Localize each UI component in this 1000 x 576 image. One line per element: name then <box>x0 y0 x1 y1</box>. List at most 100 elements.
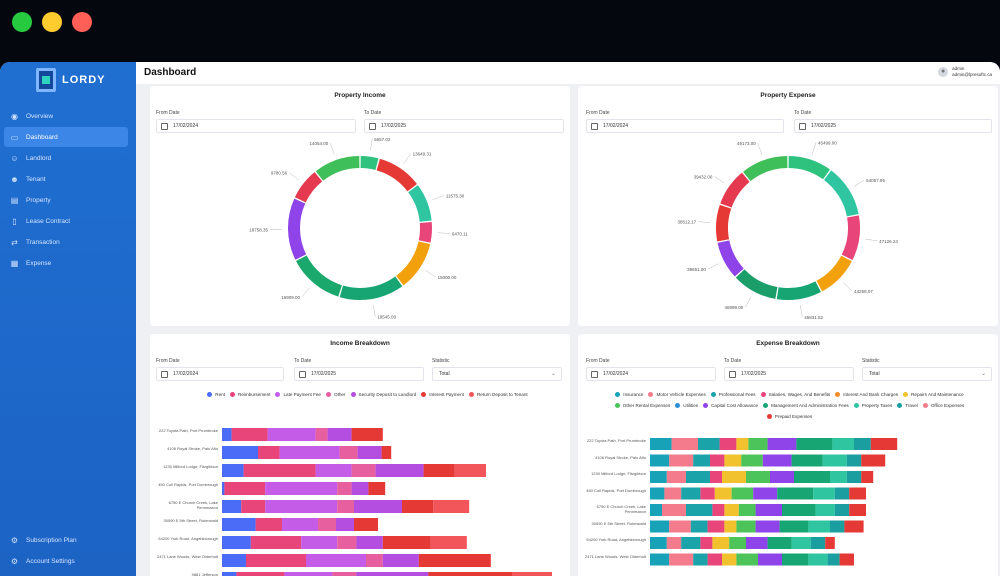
bar-segment[interactable] <box>724 504 739 516</box>
sidebar-item-lease-contract[interactable]: ▯ Lease Contract <box>4 211 128 231</box>
donut-slice[interactable] <box>776 281 821 300</box>
bar-segment[interactable] <box>791 454 823 467</box>
sidebar-item-account-settings[interactable]: ⚙ Account Settings <box>4 551 128 571</box>
income-to-date-input[interactable]: 17/02/2025 <box>364 119 564 133</box>
bar-segment[interactable] <box>381 446 392 459</box>
bar-segment[interactable] <box>650 537 667 549</box>
bar-segment[interactable] <box>351 464 376 477</box>
legend-item[interactable]: Office Expenses <box>922 403 964 408</box>
donut-slice[interactable] <box>396 241 431 286</box>
eb-from-date-input[interactable]: 17/02/2024 <box>586 367 716 381</box>
bar-segment[interactable] <box>779 520 809 533</box>
bar-segment[interactable] <box>222 500 242 513</box>
bar-segment[interactable] <box>222 572 237 576</box>
legend-item[interactable]: Late Payment Fee <box>275 392 321 397</box>
bar-segment[interactable] <box>231 428 268 441</box>
bar-segment[interactable] <box>736 520 756 533</box>
bar-segment[interactable] <box>748 438 768 450</box>
bar-segment[interactable] <box>810 537 826 549</box>
bar-segment[interactable] <box>767 438 797 450</box>
bar-segment[interactable] <box>686 471 710 483</box>
legend-item[interactable]: Interest Payment <box>421 392 464 397</box>
bar-segment[interactable] <box>512 572 552 576</box>
bar-segment[interactable] <box>428 572 513 576</box>
legend-item[interactable]: Property Taxes <box>853 403 892 408</box>
bar-segment[interactable] <box>402 500 434 513</box>
legend-item[interactable]: Motor Vehicle Expenses <box>648 392 706 397</box>
donut-slice[interactable] <box>735 269 778 299</box>
bar-segment[interactable] <box>738 504 756 516</box>
bar-segment[interactable] <box>729 537 746 549</box>
sidebar-item-dashboard[interactable]: ▭ Dashboard <box>4 127 128 147</box>
legend-item[interactable]: Interest And Bank Charges <box>835 392 898 397</box>
bar-segment[interactable] <box>650 553 670 566</box>
bar-segment[interactable] <box>236 572 285 576</box>
sidebar-item-landlord[interactable]: ☺ Landlord <box>4 148 128 168</box>
bar-segment[interactable] <box>870 438 898 450</box>
bar-segment[interactable] <box>265 482 338 495</box>
bar-segment[interactable] <box>849 487 866 500</box>
bar-segment[interactable] <box>650 454 670 467</box>
bar-segment[interactable] <box>808 553 828 566</box>
bar-segment[interactable] <box>794 471 830 483</box>
bar-segment[interactable] <box>224 482 266 495</box>
bar-segment[interactable] <box>714 487 732 500</box>
bar-segment[interactable] <box>741 454 763 467</box>
legend-item[interactable]: Insurance <box>615 392 643 397</box>
bar-segment[interactable] <box>825 537 835 549</box>
bar-segment[interactable] <box>834 487 850 500</box>
bar-segment[interactable] <box>832 438 854 450</box>
bar-segment[interactable] <box>669 454 694 467</box>
bar-segment[interactable] <box>315 464 352 477</box>
bar-segment[interactable] <box>222 554 246 567</box>
sidebar-item-overview[interactable]: ◉ Overview <box>4 106 128 126</box>
bar-segment[interactable] <box>755 520 780 533</box>
bar-segment[interactable] <box>736 438 749 450</box>
bar-segment[interactable] <box>662 504 686 516</box>
bar-segment[interactable] <box>782 553 809 566</box>
bar-segment[interactable] <box>813 487 835 500</box>
eb-to-date-input[interactable]: 17/02/2025 <box>724 367 854 381</box>
bar-segment[interactable] <box>354 500 402 513</box>
bar-segment[interactable] <box>846 454 862 467</box>
bar-segment[interactable] <box>844 520 864 533</box>
bar-segment[interactable] <box>382 554 419 567</box>
bar-segment[interactable] <box>710 471 722 483</box>
bar-segment[interactable] <box>690 520 708 533</box>
bar-segment[interactable] <box>681 487 701 500</box>
bar-segment[interactable] <box>306 554 366 567</box>
bar-segment[interactable] <box>822 454 847 467</box>
legend-item[interactable]: Rent <box>207 392 225 397</box>
donut-slice[interactable] <box>841 215 860 260</box>
legend-item[interactable]: Professional Fees <box>710 392 756 397</box>
expense-to-date-input[interactable]: 17/02/2025 <box>794 119 992 133</box>
bar-segment[interactable] <box>664 487 682 500</box>
bar-segment[interactable] <box>693 553 708 566</box>
legend-item[interactable]: Management And Administration Fees <box>763 403 849 408</box>
bar-segment[interactable] <box>650 438 672 450</box>
maximize-window-button[interactable] <box>72 12 92 32</box>
bar-segment[interactable] <box>243 464 316 477</box>
bar-segment[interactable] <box>284 572 333 576</box>
bar-segment[interactable] <box>351 428 383 441</box>
bar-segment[interactable] <box>731 487 754 500</box>
bar-segment[interactable] <box>418 554 491 567</box>
bar-segment[interactable] <box>222 518 256 531</box>
bar-segment[interactable] <box>356 536 383 549</box>
donut-slice[interactable] <box>716 204 732 242</box>
bar-segment[interactable] <box>222 464 244 477</box>
bar-segment[interactable] <box>351 482 369 495</box>
close-window-button[interactable] <box>12 12 32 32</box>
bar-segment[interactable] <box>669 553 694 566</box>
bar-segment[interactable] <box>777 487 814 500</box>
donut-slice[interactable] <box>823 170 859 217</box>
bar-segment[interactable] <box>241 500 266 513</box>
user-menu[interactable]: ● admin admin@lpresoftc.ca <box>938 66 992 78</box>
bar-segment[interactable] <box>681 537 701 549</box>
legend-item[interactable]: Travel <box>897 403 918 408</box>
bar-segment[interactable] <box>712 504 725 516</box>
donut-slice[interactable] <box>720 172 750 208</box>
donut-slice[interactable] <box>339 276 403 300</box>
bar-segment[interactable] <box>710 454 725 467</box>
bar-segment[interactable] <box>707 520 725 533</box>
